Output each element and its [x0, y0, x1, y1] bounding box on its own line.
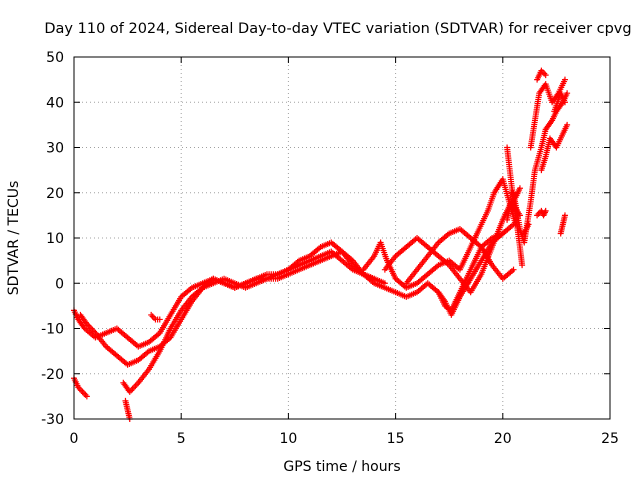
data-point	[83, 393, 90, 400]
data-point	[510, 266, 517, 273]
data-point	[516, 185, 523, 192]
y-tick-label: 10	[46, 231, 64, 247]
data-point	[156, 316, 163, 323]
data-point	[510, 221, 517, 228]
series-trace-f	[403, 225, 517, 287]
y-tick-label: 40	[46, 95, 64, 111]
series-trace-a	[71, 248, 378, 350]
data-markers	[71, 67, 571, 422]
series-stub-1	[71, 375, 90, 400]
series-trace-g	[435, 221, 517, 318]
x-tick-label: 25	[601, 431, 619, 447]
y-tick-label: -10	[41, 322, 64, 338]
data-point	[561, 212, 568, 219]
y-tick-label: 0	[55, 276, 64, 292]
series-stub-3	[148, 311, 163, 323]
x-tick-label: 0	[70, 431, 79, 447]
data-point	[542, 72, 549, 79]
series-stub-2	[122, 397, 133, 422]
series-trace-e	[381, 198, 523, 296]
y-tick-label: 30	[46, 141, 64, 157]
data-point	[561, 99, 568, 106]
y-tick-label: 20	[46, 186, 64, 202]
series-trace-i	[527, 76, 568, 151]
series-stub-4	[521, 221, 532, 237]
x-tick-label: 10	[279, 431, 297, 447]
series-stub-5	[534, 207, 549, 219]
y-axis-label: SDTVAR / TECUs	[6, 181, 22, 296]
x-tick-label: 5	[177, 431, 186, 447]
y-tick-label: -20	[41, 367, 64, 383]
data-point	[561, 76, 568, 83]
data-point	[564, 90, 571, 97]
data-point	[519, 262, 526, 269]
grid-lines	[74, 57, 610, 419]
y-tick-label: 50	[46, 50, 64, 66]
axis-ticks: 0 5 10 15 20 25 -30 -20 -10 0 10 20 30 40 50	[41, 50, 619, 447]
y-tick-label: -30	[41, 412, 64, 428]
x-tick-label: 20	[494, 431, 512, 447]
data-point	[525, 221, 532, 228]
series-stub-6	[557, 212, 568, 237]
series-stub-7	[534, 67, 549, 83]
x-axis-label: GPS time / hours	[283, 459, 400, 475]
series-trace-j	[504, 144, 526, 269]
series-trace-k	[538, 121, 571, 174]
chart-title: Day 110 of 2024, Sidereal Day-to-day VTE…	[44, 21, 631, 37]
data-point	[542, 207, 549, 214]
series-trace-l	[551, 90, 568, 115]
x-tick-label: 15	[387, 431, 405, 447]
series-trace-d	[360, 176, 519, 291]
series-stub-8	[508, 185, 523, 201]
plot-frame	[73, 56, 611, 420]
data-point	[564, 121, 571, 128]
